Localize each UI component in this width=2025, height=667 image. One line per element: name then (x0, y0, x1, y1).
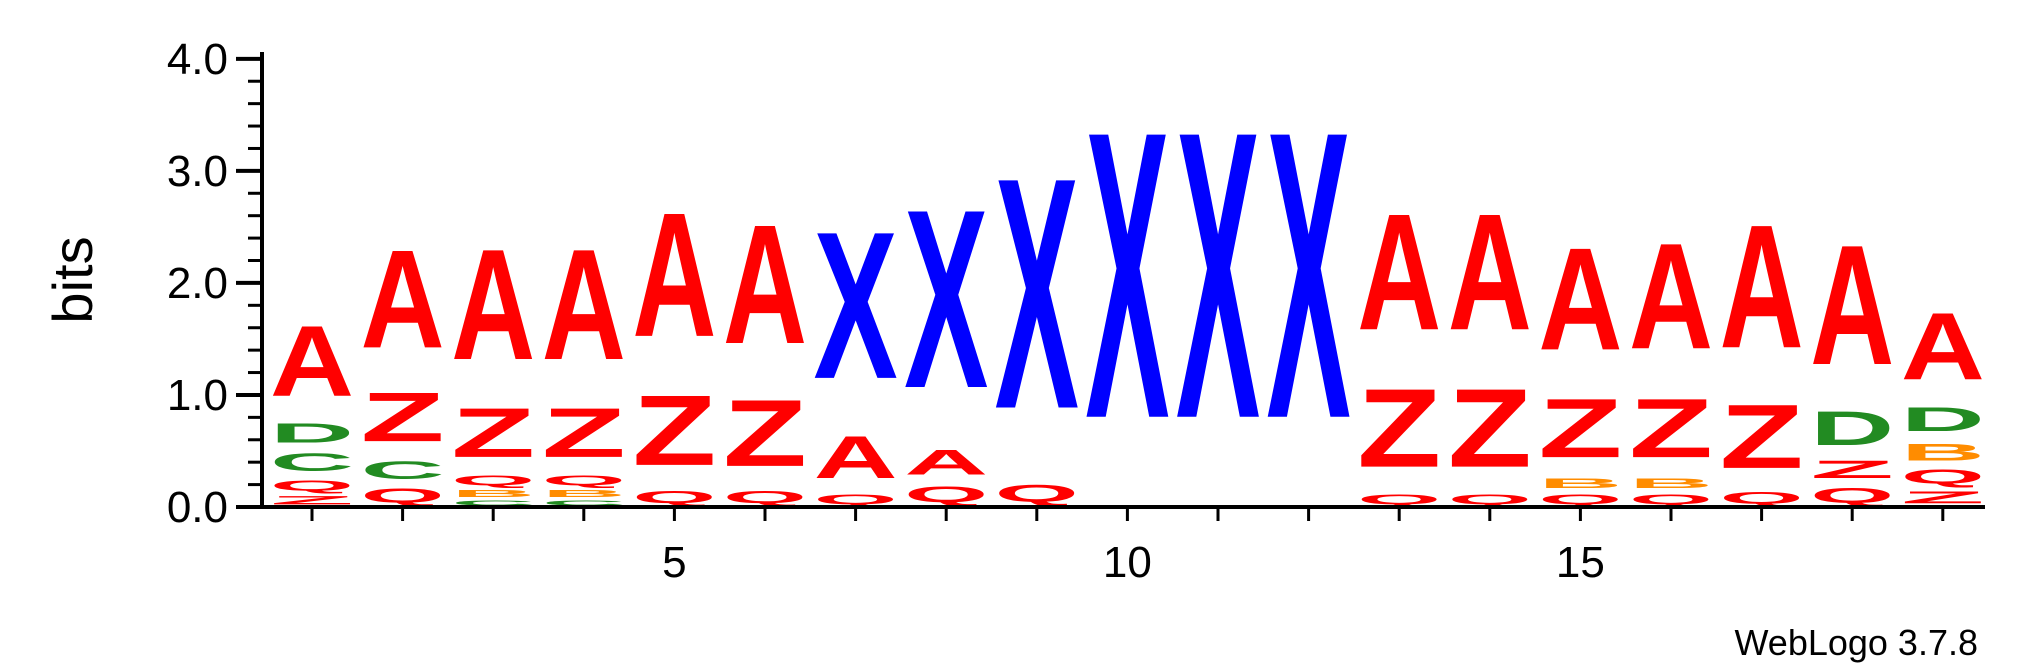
logo-glyph-z: Z (361, 378, 445, 456)
y-tick-label: 2.0 (167, 259, 228, 308)
logo-glyph-q: Q (814, 491, 898, 507)
logo-glyph-c: C (270, 449, 354, 477)
logo-glyph-a: A (632, 175, 716, 374)
logo-glyph-b: B (1629, 476, 1713, 492)
logo-glyph-q: Q (542, 472, 626, 488)
logo-glyph-a: A (1901, 292, 1985, 400)
logo-glyph-z: Z (723, 381, 807, 487)
logo-glyph-q: Q (270, 477, 354, 494)
x-tick-label: 10 (1103, 538, 1152, 587)
logo-glyph-a: A (361, 221, 445, 378)
weblogo-version-label: WebLogo 3.7.8 (1734, 622, 1978, 663)
logo-glyph-q: Q (1357, 491, 1441, 507)
logo-glyph-d: D (1901, 401, 1985, 439)
logo-glyph-a: A (451, 217, 535, 394)
logo-glyph-d: D (270, 417, 354, 448)
logo-glyph-z: Z (1720, 385, 1804, 487)
logo-glyph-z: Z (270, 494, 354, 507)
logo-glyph-q: Q (904, 482, 988, 507)
y-minor-ticks (236, 56, 262, 509)
logo-glyph-q: Q (451, 472, 535, 488)
logo-glyph-q: Q (1720, 488, 1804, 507)
logo-glyph-x: X (1085, 46, 1170, 504)
y-tick-label: 4.0 (167, 35, 228, 84)
logo-glyph-z: Z (1810, 455, 1894, 483)
logo-glyph-x: X (814, 187, 898, 422)
logo-glyph-a: A (1629, 212, 1713, 381)
chart-axes: 0.0 1.0 2.0 3.0 4.0 5 10 15 (167, 35, 1985, 587)
logo-glyph-a: A (904, 443, 988, 482)
logo-glyph-c: C (361, 456, 445, 484)
logo-glyph-a: A (1720, 188, 1804, 385)
y-tick-label: 3.0 (167, 147, 228, 196)
y-tick-label: 1.0 (167, 371, 228, 420)
logo-glyph-x: X (1267, 46, 1352, 504)
logo-glyph-q: Q (1538, 491, 1622, 507)
logo-glyph-q: Q (1901, 466, 1985, 488)
logo-glyph-q: Q (1448, 491, 1532, 507)
x-tick-label: 15 (1556, 538, 1605, 587)
logo-glyph-z: Z (451, 394, 535, 472)
logo-glyph-z: Z (1538, 382, 1622, 476)
logo-glyph-c: C (542, 499, 626, 507)
logo-glyph-a: A (1448, 180, 1532, 365)
logo-glyph-x: X (1176, 46, 1261, 504)
logo-glyph-q: Q (632, 487, 716, 507)
logo-glyph-z: Z (542, 394, 626, 472)
logo-glyph-b: B (451, 488, 535, 499)
logo-glyph-c: C (451, 499, 535, 507)
logo-glyph-a: A (1357, 180, 1441, 365)
logo-glyph-q: Q (995, 480, 1079, 507)
logo-glyph-x: X (995, 109, 1079, 478)
logo-glyph-a: A (814, 424, 898, 491)
logo-glyph-b: B (1901, 439, 1985, 466)
logo-glyph-q: Q (1810, 484, 1894, 507)
y-tick-label: 0.0 (167, 483, 228, 532)
logo-glyph-z: Z (1901, 488, 1985, 507)
logo-glyph-x: X (904, 156, 988, 441)
logo-glyph-a: A (1538, 217, 1622, 381)
logo-glyph-a: A (542, 217, 626, 394)
logo-glyph-z: Z (1448, 365, 1532, 491)
x-tick-label: 5 (662, 538, 686, 587)
logo-glyph-a: A (1810, 210, 1894, 401)
logo-glyph-q: Q (1629, 491, 1713, 507)
logo-glyph-b: B (542, 488, 626, 499)
logo-glyph-q: Q (723, 487, 807, 507)
logo-glyph-z: Z (1357, 365, 1441, 491)
logo-glyph-b: B (1538, 476, 1622, 492)
logo-glyph-a: A (270, 305, 354, 417)
x-ticks: 5 10 15 (310, 507, 1945, 587)
logo-glyph-a: A (723, 189, 807, 379)
y-axis-title: bits (41, 236, 104, 323)
logo-glyph-q: Q (361, 485, 445, 507)
logo-glyph-z: Z (1629, 382, 1713, 476)
y-tick-labels: 0.0 1.0 2.0 3.0 4.0 (167, 35, 228, 532)
logo-glyph-d: D (1810, 401, 1894, 455)
logo-glyph-z: Z (632, 375, 716, 486)
